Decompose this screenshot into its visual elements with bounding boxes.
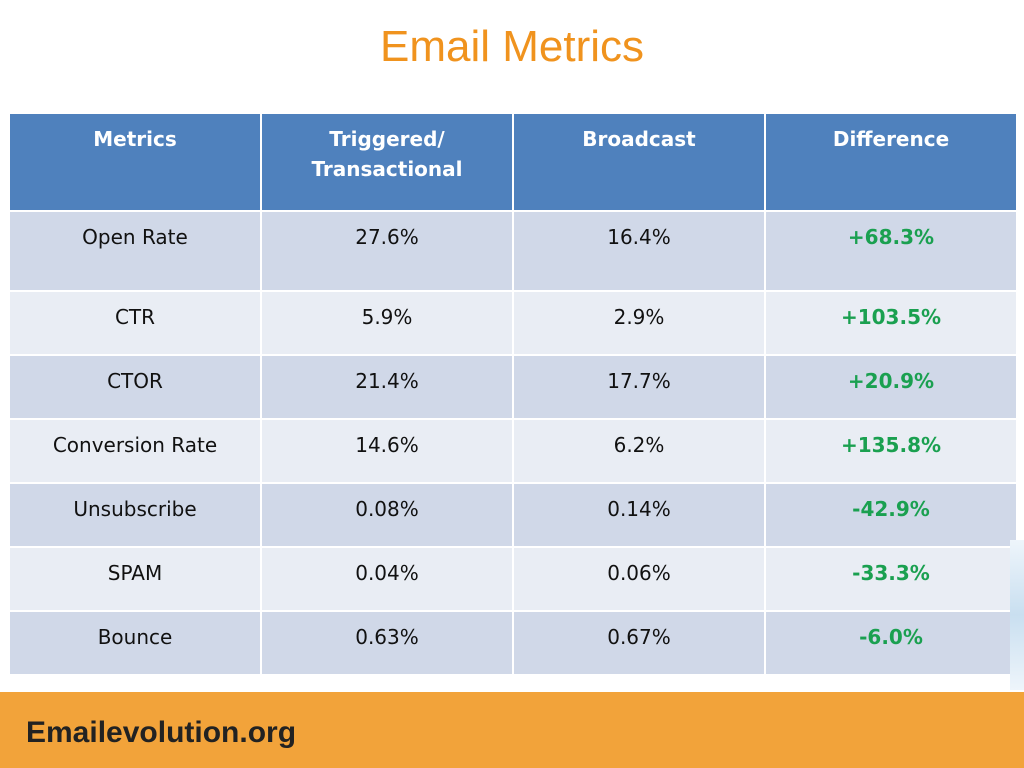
- footer-band: [0, 692, 1024, 768]
- triggered-value: 5.9%: [260, 290, 514, 356]
- table-row: CTOR 21.4% 17.7% +20.9%: [8, 354, 1018, 420]
- header-triggered-line2: Transactional: [311, 157, 463, 181]
- difference-value: +103.5%: [764, 290, 1018, 356]
- table-row: Bounce 0.63% 0.67% -6.0%: [8, 610, 1018, 676]
- difference-value: +20.9%: [764, 354, 1018, 420]
- metric-name: Bounce: [8, 610, 262, 676]
- table-row: Conversion Rate 14.6% 6.2% +135.8%: [8, 418, 1018, 484]
- difference-value: -42.9%: [764, 482, 1018, 548]
- triggered-value: 0.04%: [260, 546, 514, 612]
- header-difference: Difference: [764, 112, 1018, 212]
- broadcast-value: 0.06%: [512, 546, 766, 612]
- difference-value: +135.8%: [764, 418, 1018, 484]
- slide-title: Email Metrics: [379, 22, 645, 71]
- metric-name: SPAM: [8, 546, 262, 612]
- triggered-value: 0.08%: [260, 482, 514, 548]
- broadcast-value: 0.67%: [512, 610, 766, 676]
- table-row: CTR 5.9% 2.9% +103.5%: [8, 290, 1018, 356]
- brand-logo-text: Emailevolution.org: [26, 716, 297, 749]
- table-row: Open Rate 27.6% 16.4% +68.3%: [8, 210, 1018, 292]
- triggered-value: 0.63%: [260, 610, 514, 676]
- header-triggered-line1: Triggered/: [329, 127, 445, 151]
- metric-name: Open Rate: [8, 210, 262, 292]
- metric-name: Unsubscribe: [8, 482, 262, 548]
- difference-value: +68.3%: [764, 210, 1018, 292]
- metric-name: Conversion Rate: [8, 418, 262, 484]
- header-broadcast: Broadcast: [512, 112, 766, 212]
- metric-name: CTOR: [8, 354, 262, 420]
- broadcast-value: 2.9%: [512, 290, 766, 356]
- difference-value: -33.3%: [764, 546, 1018, 612]
- table-row: Unsubscribe 0.08% 0.14% -42.9%: [8, 482, 1018, 548]
- broadcast-value: 16.4%: [512, 210, 766, 292]
- triggered-value: 21.4%: [260, 354, 514, 420]
- table-header-row: Metrics Triggered/ Transactional Broadca…: [8, 112, 1018, 212]
- table-row: SPAM 0.04% 0.06% -33.3%: [8, 546, 1018, 612]
- triggered-value: 27.6%: [260, 210, 514, 292]
- decorative-side-graphic: [1010, 540, 1024, 690]
- header-metrics: Metrics: [8, 112, 262, 212]
- difference-value: -6.0%: [764, 610, 1018, 676]
- broadcast-value: 6.2%: [512, 418, 766, 484]
- triggered-value: 14.6%: [260, 418, 514, 484]
- broadcast-value: 17.7%: [512, 354, 766, 420]
- metrics-table: Metrics Triggered/ Transactional Broadca…: [8, 112, 1018, 676]
- metric-name: CTR: [8, 290, 262, 356]
- broadcast-value: 0.14%: [512, 482, 766, 548]
- header-triggered: Triggered/ Transactional: [260, 112, 514, 212]
